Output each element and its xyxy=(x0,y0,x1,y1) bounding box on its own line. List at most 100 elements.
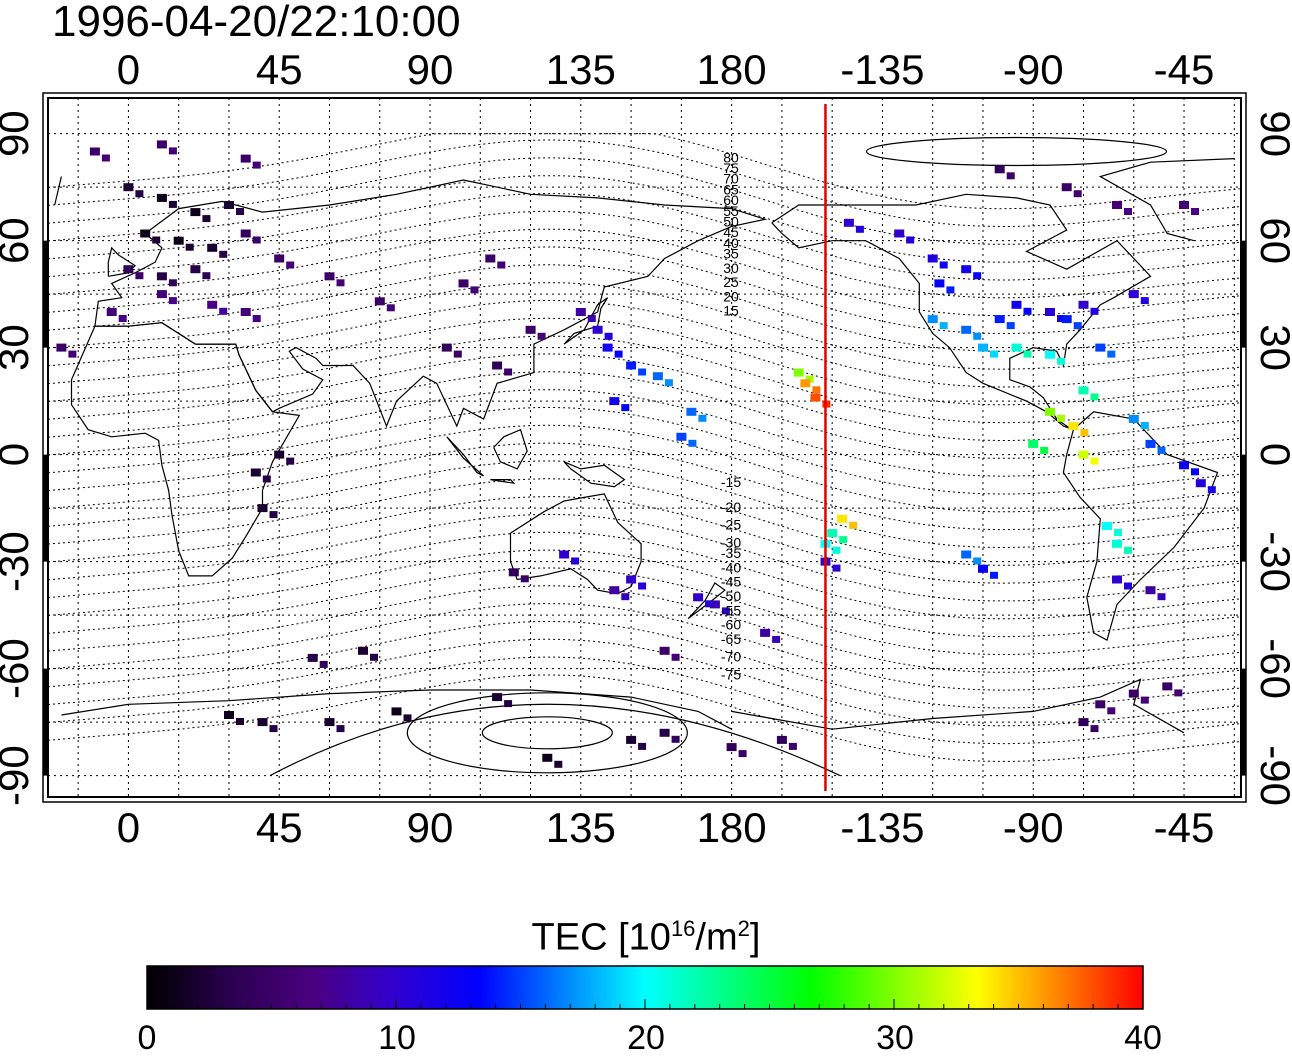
tec-point xyxy=(1112,201,1122,209)
tec-point xyxy=(1080,429,1089,437)
timestamp-title: 1996-04-20/22:10:00 xyxy=(52,0,461,46)
left-lat-tick: -60 xyxy=(0,638,37,699)
left-lat-tick: 60 xyxy=(0,217,37,264)
tec-point xyxy=(939,261,948,269)
tec-point xyxy=(403,714,412,722)
tec-point xyxy=(638,368,647,376)
right-lat-tick: -60 xyxy=(1252,638,1292,699)
cb-tick-10: 10 xyxy=(378,1019,416,1057)
tec-point xyxy=(1112,575,1122,584)
tec-point xyxy=(698,414,707,422)
contour-line xyxy=(47,656,1241,745)
tec-point xyxy=(1095,700,1106,709)
tec-point xyxy=(219,250,228,258)
tec-point xyxy=(370,653,378,661)
tec-point xyxy=(1179,201,1189,209)
tec-point xyxy=(990,571,998,579)
tec-point xyxy=(156,290,167,299)
tec-point xyxy=(1128,689,1139,698)
frame-band-left xyxy=(43,668,48,776)
tec-point xyxy=(504,368,513,376)
tec-point xyxy=(961,265,972,274)
tec-point xyxy=(135,272,144,280)
top-lon-tick: -45 xyxy=(1154,46,1215,93)
tec-point xyxy=(374,297,385,306)
tec-point xyxy=(705,600,714,608)
tec-point xyxy=(738,750,747,758)
bottom-lon-tick: -135 xyxy=(840,804,924,851)
tec-point xyxy=(274,254,285,263)
tec-point xyxy=(152,236,161,244)
tec-point xyxy=(1090,457,1099,465)
tec-point xyxy=(190,265,201,274)
tec-point xyxy=(990,350,998,358)
coastline xyxy=(490,479,516,485)
tec-point xyxy=(614,350,623,358)
tec-point xyxy=(1124,546,1132,554)
tec-point xyxy=(1128,415,1139,423)
contour-label: 20 xyxy=(723,288,739,304)
tec-point xyxy=(307,653,318,662)
colorbar xyxy=(146,965,1144,1010)
contour-label: 80 xyxy=(723,149,739,165)
contour-label: 70 xyxy=(723,171,739,187)
tec-point xyxy=(1140,696,1149,704)
tec-point xyxy=(832,564,841,572)
tec-point xyxy=(855,225,864,233)
tec-point xyxy=(207,243,218,252)
tec-point xyxy=(686,407,697,416)
contour-label: -65 xyxy=(721,631,741,647)
frame-outer xyxy=(42,92,1247,803)
tec-point xyxy=(1045,350,1055,359)
cb-label-sup2: 2 xyxy=(737,916,750,941)
tec-point xyxy=(1124,208,1132,215)
contour-line xyxy=(47,210,1241,299)
contour-label: 25 xyxy=(723,274,739,290)
contour-line xyxy=(47,407,1241,495)
tec-point xyxy=(676,432,687,441)
contour-label: -60 xyxy=(721,617,741,633)
tec-point xyxy=(525,325,536,334)
contour-line xyxy=(47,175,1241,263)
tec-point xyxy=(190,208,201,217)
tec-point xyxy=(1078,450,1089,459)
tec-point xyxy=(224,201,234,209)
tec-point xyxy=(1107,350,1116,358)
tec-point xyxy=(961,325,972,334)
tec-point xyxy=(559,550,570,559)
tec-point xyxy=(843,218,854,227)
bottom-lon-tick: -45 xyxy=(1154,804,1215,851)
contour-label: 35 xyxy=(723,246,739,262)
contour-label: 50 xyxy=(723,214,739,230)
axes-layer: 0045459090135135180180-135-135-90-90-45-… xyxy=(0,46,1292,851)
tec-point xyxy=(1040,446,1049,454)
tec-point xyxy=(626,361,637,370)
top-lon-tick: 0 xyxy=(117,46,140,93)
tec-point xyxy=(1057,315,1065,322)
tec-point xyxy=(1107,707,1116,715)
contour-label: 65 xyxy=(723,181,739,197)
tec-point xyxy=(1124,582,1132,590)
tec-point xyxy=(609,397,620,406)
coastline xyxy=(70,322,301,577)
tec-point xyxy=(1191,208,1199,215)
right-lat-tick: 30 xyxy=(1252,324,1292,371)
tec-point xyxy=(810,393,821,402)
coastline xyxy=(61,678,1185,734)
tec-point xyxy=(1068,422,1079,431)
contour-label: 75 xyxy=(723,160,739,176)
left-lat-tick: 90 xyxy=(0,110,37,157)
top-lon-tick: 135 xyxy=(546,46,616,93)
tec-point xyxy=(946,286,955,294)
contour-label: -20 xyxy=(721,499,741,515)
tec-point xyxy=(1057,357,1065,365)
tec-point xyxy=(508,568,519,577)
tec-point xyxy=(827,529,838,538)
tec-point xyxy=(324,272,335,281)
left-lat-tick: -30 xyxy=(0,531,37,592)
tec-point xyxy=(257,504,268,513)
tec-point xyxy=(693,593,704,602)
tec-point xyxy=(1090,393,1099,401)
contour-line xyxy=(47,300,1241,388)
